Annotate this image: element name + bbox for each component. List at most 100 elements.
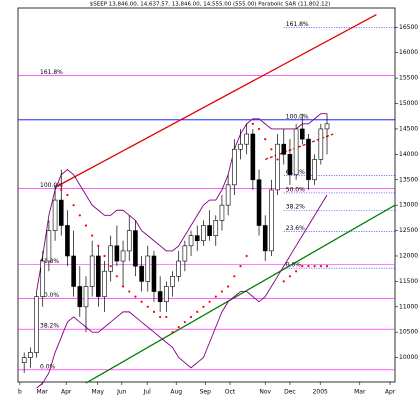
candle-body bbox=[133, 230, 138, 267]
plot-frame bbox=[17, 7, 396, 383]
sar-dot bbox=[60, 188, 63, 192]
candle-body bbox=[40, 260, 46, 297]
sar-dot bbox=[165, 315, 168, 319]
candle-body bbox=[244, 133, 249, 145]
sar-dot bbox=[72, 204, 75, 207]
y-tick-label: 10500 bbox=[399, 329, 418, 336]
sar-dot bbox=[295, 270, 298, 273]
sar-dot bbox=[128, 290, 131, 293]
sar-dot bbox=[84, 224, 88, 227]
candle-body bbox=[176, 260, 181, 277]
sar-dot bbox=[152, 310, 156, 313]
candle-body bbox=[145, 255, 151, 282]
level-label: 100.0% bbox=[40, 182, 63, 189]
x-tick-label: b bbox=[18, 389, 22, 396]
candle-body bbox=[77, 286, 83, 308]
candle-body bbox=[151, 255, 157, 292]
sar-dot bbox=[325, 265, 329, 268]
candle-body bbox=[213, 220, 219, 236]
sar-dot bbox=[245, 254, 248, 258]
candle-body bbox=[299, 128, 305, 140]
sar-dot bbox=[109, 265, 112, 268]
y-tick-label: 14500 bbox=[399, 125, 418, 132]
candle-body bbox=[238, 143, 243, 150]
candle-body bbox=[293, 128, 299, 175]
y-tick-label: 16000 bbox=[399, 49, 418, 56]
candle-body bbox=[114, 245, 120, 262]
sar-dot bbox=[276, 158, 279, 161]
sar-dot bbox=[301, 265, 304, 268]
sar-dot bbox=[233, 275, 236, 278]
candle-body bbox=[207, 225, 212, 236]
level-label: 161.8% bbox=[40, 69, 63, 76]
candle-body bbox=[46, 230, 52, 262]
candle-body bbox=[225, 184, 231, 206]
x-tick-label: Nov bbox=[259, 389, 271, 396]
level-label: 100.0% bbox=[286, 113, 309, 120]
sar-dot bbox=[103, 254, 106, 258]
candle-body bbox=[65, 225, 70, 257]
level-label: 0.0% bbox=[286, 262, 302, 269]
sar-dot bbox=[227, 285, 230, 288]
x-tick-label: Aug bbox=[170, 389, 182, 396]
candle-body bbox=[83, 286, 89, 308]
sar-dot bbox=[202, 305, 205, 308]
sar-dot bbox=[282, 280, 285, 283]
candle-body bbox=[194, 235, 200, 242]
sar-dot bbox=[159, 315, 162, 319]
sar-dot bbox=[257, 127, 261, 131]
level-label: 0.0% bbox=[40, 363, 56, 370]
candle-body bbox=[34, 296, 39, 353]
sar-dot bbox=[177, 326, 180, 329]
y-tick-label: 10000 bbox=[399, 354, 418, 361]
level-label: 50.0% bbox=[40, 292, 59, 299]
sar-dot bbox=[134, 295, 137, 298]
candle-body bbox=[256, 179, 262, 226]
level-label: 38.2% bbox=[286, 204, 305, 211]
y-tick-label: 12000 bbox=[399, 252, 418, 259]
band-line bbox=[36, 113, 328, 292]
y-tick-label: 15500 bbox=[399, 75, 418, 82]
level-label: 23.6% bbox=[286, 225, 305, 232]
x-tick-label: Apr bbox=[61, 389, 72, 396]
y-tick-label: 13500 bbox=[399, 176, 418, 183]
candle-body bbox=[201, 225, 206, 242]
trendline bbox=[54, 14, 377, 188]
candle-body bbox=[96, 255, 101, 297]
level-label: 61.8% bbox=[40, 258, 59, 265]
x-tick-label: Mar bbox=[36, 389, 48, 396]
y-tick-label: 12500 bbox=[399, 227, 418, 234]
sar-dot bbox=[264, 138, 267, 141]
candle-body bbox=[250, 133, 256, 181]
level-label: 50.0% bbox=[286, 186, 305, 193]
sar-dot bbox=[97, 244, 100, 247]
candle-body bbox=[312, 159, 317, 181]
sar-dot bbox=[196, 310, 199, 313]
candle-body bbox=[120, 250, 126, 262]
sar-dot bbox=[288, 275, 292, 278]
y-tick-label: 15000 bbox=[399, 100, 418, 107]
sar-dot bbox=[171, 331, 174, 334]
candle-body bbox=[108, 245, 114, 272]
candle-body bbox=[28, 352, 33, 358]
candle-body bbox=[89, 255, 95, 287]
x-tick-label: Jul bbox=[143, 389, 152, 396]
x-tick-label: Dec bbox=[284, 389, 296, 396]
y-tick-label: 14000 bbox=[399, 151, 418, 158]
y-tick-label: 11000 bbox=[399, 303, 418, 310]
candle-body bbox=[324, 123, 330, 130]
sar-dot bbox=[208, 300, 211, 303]
x-tick-label: Jun bbox=[116, 389, 127, 396]
sar-dot bbox=[91, 234, 94, 237]
sar-dot bbox=[140, 300, 143, 303]
candle-body bbox=[52, 199, 58, 231]
candle-body bbox=[188, 235, 194, 247]
trendline bbox=[85, 204, 396, 384]
sar-dot bbox=[214, 295, 217, 298]
sar-dot bbox=[239, 265, 242, 268]
band-line bbox=[36, 194, 328, 389]
candle-body bbox=[287, 154, 293, 175]
candle-body bbox=[71, 255, 76, 287]
sar-dot bbox=[319, 265, 322, 268]
